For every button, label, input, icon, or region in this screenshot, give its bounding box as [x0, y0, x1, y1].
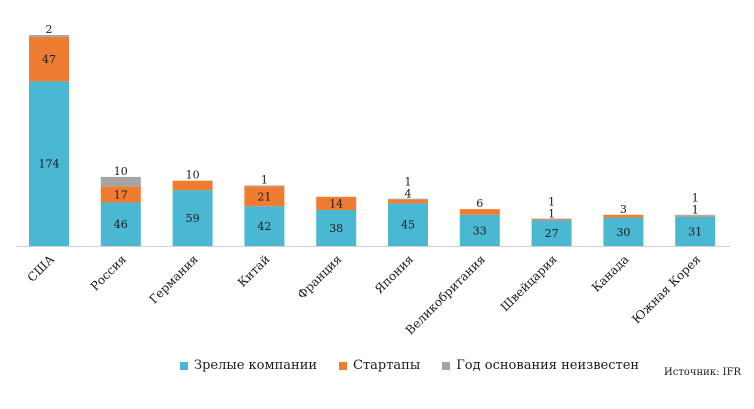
- bar-mature-4: [316, 210, 357, 246]
- category-label-9: Южная Корея: [629, 252, 703, 326]
- data-label-mature-6: 33: [473, 224, 487, 237]
- data-label-mature-3: 42: [257, 220, 271, 233]
- category-label-3: Китай: [235, 252, 273, 290]
- data-label-unknown-1: 10: [114, 165, 128, 178]
- bar-startups-7: [531, 219, 572, 221]
- bar-startups-5: [388, 199, 428, 204]
- legend-label-startups: Стартапы: [353, 358, 421, 373]
- bar-startups-4: [316, 196, 357, 210]
- legend-label-mature: Зрелые компании: [194, 358, 318, 373]
- data-label-mature-9: 31: [688, 225, 702, 238]
- category-label-5: Япония: [372, 252, 416, 296]
- category-label-2: Германия: [146, 252, 200, 306]
- bar-mature-1: [100, 202, 141, 246]
- data-label-mature-0: 174: [39, 158, 60, 171]
- data-label-unknown-0: 2: [46, 23, 53, 36]
- legend-item-unknown: Год основания неизвестен: [442, 358, 639, 373]
- data-label-mature-7: 27: [545, 227, 559, 240]
- bar-mature-8: [603, 217, 644, 246]
- bar-unknown-7: [531, 218, 572, 220]
- data-label-mature-4: 38: [329, 222, 343, 235]
- data-label-startups-4: 14: [329, 197, 343, 210]
- category-labels-group: США Россия Германия Китай Франция ЯпонияВелик…: [25, 252, 704, 337]
- category-label-7: Швейцария: [498, 252, 560, 314]
- data-label-mature-8: 30: [616, 226, 630, 239]
- data-label-mature-5: 45: [401, 219, 415, 232]
- bar-startups-1: [100, 186, 141, 203]
- legend-swatch-mature: [180, 361, 188, 370]
- data-label-mature-2: 59: [186, 212, 200, 225]
- data-label-startups-5: 4: [405, 188, 412, 201]
- category-label-6: Великобритания: [403, 252, 488, 337]
- category-label-1: Россия: [88, 252, 129, 293]
- legend-swatch-unknown: [442, 361, 451, 370]
- bar-unknown-0: [29, 35, 69, 37]
- bar-mature-9: [675, 216, 716, 246]
- bar-unknown-1: [100, 176, 141, 187]
- bar-startups-8: [603, 214, 644, 218]
- bar-mature-2: [172, 190, 213, 246]
- data-label-unknown-7: 1: [548, 196, 555, 209]
- category-label-4: Франция: [295, 252, 345, 302]
- category-label-8: Канада: [589, 252, 632, 295]
- legend-item-mature: Зрелые компании: [180, 358, 317, 373]
- data-label-startups-2: 10: [186, 169, 200, 182]
- data-label-startups-0: 47: [42, 53, 56, 66]
- bar-startups-0: [29, 36, 69, 82]
- data-label-unknown-3: 1: [261, 173, 268, 186]
- data-label-unknown-9: 1: [692, 192, 699, 205]
- bar-startups-2: [172, 180, 213, 191]
- data-label-startups-3: 21: [257, 190, 271, 203]
- bar-mature-7: [531, 220, 572, 246]
- data-label-startups-8: 3: [620, 203, 627, 216]
- bar-mature-0: [29, 81, 69, 247]
- source-note: Источник: IFR: [664, 367, 742, 378]
- bar-unknown-9: [675, 214, 716, 216]
- legend-item-startups: Стартапы: [339, 358, 420, 373]
- bar-mature-3: [244, 206, 285, 246]
- bars-group: 1744724617105910422113814454133627113033…: [29, 23, 716, 247]
- bar-startups-3: [244, 186, 285, 207]
- data-label-startups-7: 1: [548, 208, 555, 221]
- legend-swatch-startups: [339, 361, 348, 370]
- bar-startups-6: [459, 209, 500, 215]
- category-label-0: США: [25, 252, 58, 285]
- bar-mature-5: [388, 203, 428, 246]
- legend-label-unknown: Год основания неизвестен: [456, 358, 640, 373]
- data-label-startups-6: 6: [476, 197, 483, 210]
- legend: Зрелые компании Стартапы Год основания н…: [180, 358, 639, 373]
- bar-unknown-5: [388, 198, 428, 200]
- bar-startups-9: [675, 215, 716, 217]
- data-label-unknown-5: 1: [405, 176, 412, 189]
- bar-unknown-3: [244, 185, 285, 187]
- data-label-startups-1: 17: [114, 188, 128, 201]
- bar-mature-6: [459, 214, 500, 246]
- data-label-mature-1: 46: [114, 218, 128, 231]
- data-label-startups-9: 1: [692, 204, 699, 217]
